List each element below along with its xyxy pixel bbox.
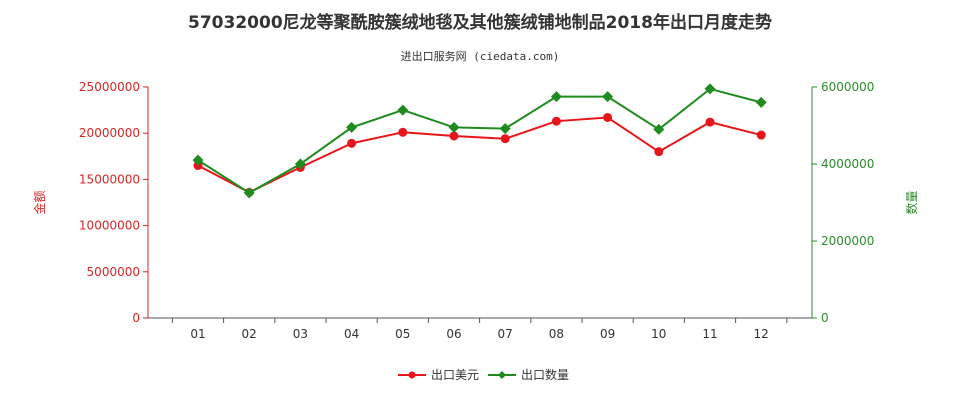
- series-2-point: [448, 121, 460, 133]
- series-2-point: [602, 91, 614, 103]
- left-tick-label: 0: [132, 311, 140, 325]
- series-2-point: [346, 121, 358, 133]
- left-tick-label: 10000000: [79, 219, 140, 233]
- right-axis-label: 数量: [904, 190, 919, 214]
- right-tick-label: 4000000: [821, 157, 874, 171]
- x-tick-label: 04: [344, 327, 359, 341]
- series-1-point: [500, 134, 510, 144]
- x-tick-label: 12: [754, 327, 769, 341]
- series-2-point: [397, 104, 409, 116]
- x-tick-label: 02: [242, 327, 257, 341]
- left-tick-label: 15000000: [79, 172, 140, 186]
- series-2-point: [755, 96, 767, 108]
- series-line-1: [197, 116, 762, 194]
- x-tick-label: 05: [395, 327, 410, 341]
- left-axis-label: 金额: [32, 190, 47, 214]
- series-1-point: [603, 112, 613, 122]
- series-2-point: [550, 91, 562, 103]
- legend-label-1: 出口美元: [431, 368, 479, 382]
- x-tick-label: 06: [446, 327, 461, 341]
- series-2-point: [243, 187, 255, 199]
- left-tick-label: 5000000: [87, 265, 140, 279]
- series-1-point: [398, 127, 408, 137]
- legend-label-2: 出口数量: [521, 367, 569, 382]
- left-tick-label: 20000000: [79, 126, 140, 140]
- chart-title: 57032000尼龙等聚酰胺簇绒地毯及其他簇绒铺地制品2018年出口月度走势: [188, 13, 772, 33]
- left-tick-label: 25000000: [79, 80, 140, 94]
- series-1-point: [551, 116, 561, 126]
- series-2-point: [294, 158, 306, 170]
- series-1-point: [347, 138, 357, 148]
- right-tick-label: 0: [821, 311, 829, 325]
- series-2-point: [704, 83, 716, 95]
- series-1-point: [449, 131, 459, 141]
- right-tick-label: 2000000: [821, 234, 874, 248]
- legend-marker-2: [498, 371, 506, 379]
- chart-subtitle: 进出口服务网 (ciedata.com): [400, 50, 560, 63]
- legend-marker-1: [408, 371, 416, 379]
- x-tick-label: 08: [549, 327, 564, 341]
- series-2-point: [192, 154, 204, 166]
- series-2-point: [499, 123, 511, 135]
- x-tick-label: 09: [600, 327, 615, 341]
- series-line-2: [197, 87, 762, 195]
- x-tick-label: 03: [293, 327, 308, 341]
- x-tick-label: 07: [498, 327, 513, 341]
- series-2-point: [653, 123, 665, 135]
- x-tick-label: 10: [651, 327, 666, 341]
- series-1-point: [756, 130, 766, 140]
- series-1-point: [654, 147, 664, 157]
- right-tick-label: 6000000: [821, 80, 874, 94]
- x-tick-label: 01: [190, 327, 205, 341]
- x-tick-label: 11: [702, 327, 717, 341]
- series-1-point: [705, 117, 715, 127]
